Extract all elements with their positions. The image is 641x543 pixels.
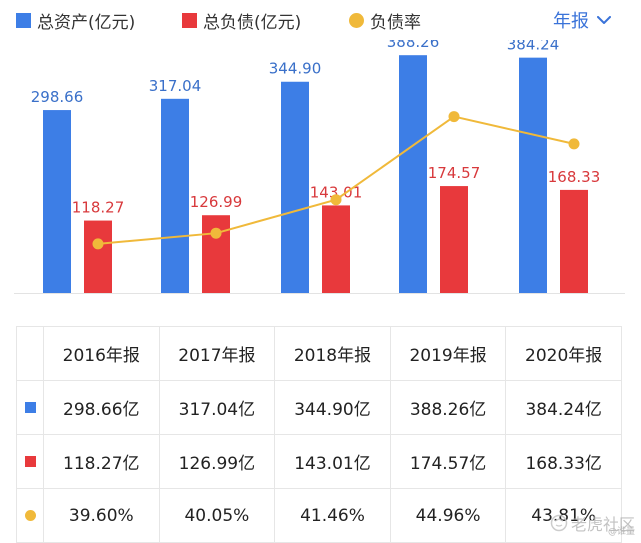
debt-ratio-point [210,227,222,239]
bar-label-total-liabilities: 126.99 [190,193,243,211]
table-header-cell: 2018年报 [274,326,391,381]
table-header-cell: 2016年报 [43,326,160,381]
row-marker-cell [16,488,44,543]
table-cell: 168.33亿 [505,434,622,489]
legend-swatch-total-liabilities [182,12,197,28]
row-marker-cell [16,434,44,489]
data-table: 2016年报 2017年报 2018年报 2019年报 2020年报 298.6… [16,326,622,543]
table-cell: 298.66亿 [43,380,160,435]
table-header-cell: 2020年报 [505,326,622,381]
bar-label-total-assets: 317.04 [149,77,202,95]
bar-label-total-liabilities: 168.33 [548,168,601,186]
table-row-debt-ratio: 39.60% 40.05% 41.46% 44.96% 43.81% [16,488,622,543]
chart-plot: 298.66 118.27 317.04 126.99 344.90 143.01 388.… [14,40,625,294]
bar-label-total-liabilities: 118.27 [72,199,125,217]
table-cell: 317.04亿 [159,380,276,435]
legend-item-debt-ratio[interactable]: 负债率 [349,9,421,33]
bar-total-liabilities [202,215,230,293]
bar-total-assets [519,57,547,293]
period-selector[interactable]: 年报 [553,7,611,33]
bar-label-total-liabilities: 143.01 [310,183,363,201]
table-cell: 43.81% [505,488,622,543]
table-cell: 40.05% [159,488,276,543]
table-cell: 41.46% [274,488,391,543]
legend-label-total-assets: 总资产(亿元) [37,12,136,33]
legend-swatch-total-assets [16,12,31,28]
chart-legend: 总资产(亿元) 总负债(亿元) 负债率 [0,0,641,40]
table-row-total-liabilities: 118.27亿 126.99亿 143.01亿 174.57亿 168.33亿 [16,434,622,489]
table-cell: 44.96% [390,488,507,543]
debt-ratio-point [92,238,104,250]
table-cell: 126.99亿 [159,434,276,489]
bar-total-assets [161,98,189,293]
debt-ratio-point [568,138,580,150]
table-cell: 384.24亿 [505,380,622,435]
table-header-cell: 2017年报 [159,326,276,381]
bar-total-assets [281,81,309,293]
table-corner-cell [16,326,44,381]
legend-label-total-liabilities: 总负债(亿元) [203,12,302,33]
tiger-logo-icon [550,514,568,532]
debt-ratio-marker [24,509,36,521]
table-header-cell: 2019年报 [390,326,507,381]
debt-ratio-point [330,194,342,206]
bar-total-liabilities [84,220,112,293]
table-cell: 143.01亿 [274,434,391,489]
table-header-row: 2016年报 2017年报 2018年报 2019年报 2020年报 [16,326,622,381]
watermark-subtext: @谁量 [607,527,635,537]
table-cell: 39.60% [43,488,160,543]
chevron-down-icon [597,15,611,24]
debt-ratio-point [448,111,460,123]
bar-label-total-assets: 388.26 [387,40,440,51]
table-cell: 344.90亿 [274,380,391,435]
total-assets-marker [24,401,36,413]
legend-label-debt-ratio: 负债率 [370,12,421,33]
bar-label-total-liabilities: 174.57 [428,164,481,182]
table-cell: 388.26亿 [390,380,507,435]
watermark: 老虎社区 [550,511,635,535]
bar-total-liabilities [322,205,350,293]
period-selector-label: 年报 [553,11,589,32]
bar-label-total-assets: 344.90 [269,60,322,78]
bar-label-total-assets: 298.66 [31,88,84,106]
bar-total-liabilities [560,189,588,293]
watermark-text: 老虎社区 [570,515,635,534]
legend-dot-debt-ratio [349,12,364,28]
bar-total-assets [399,55,427,293]
bar-total-assets [43,110,71,294]
legend-item-total-assets[interactable]: 总资产(亿元) [16,9,136,33]
table-row-total-assets: 298.66亿 317.04亿 344.90亿 388.26亿 384.24亿 [16,380,622,435]
table-cell: 118.27亿 [43,434,160,489]
total-liabilities-marker [24,455,36,467]
table-cell: 174.57亿 [390,434,507,489]
bar-total-liabilities [440,186,468,293]
bar-label-total-assets: 384.24 [507,40,560,54]
legend-item-total-liabilities[interactable]: 总负债(亿元) [182,9,302,33]
row-marker-cell [16,380,44,435]
